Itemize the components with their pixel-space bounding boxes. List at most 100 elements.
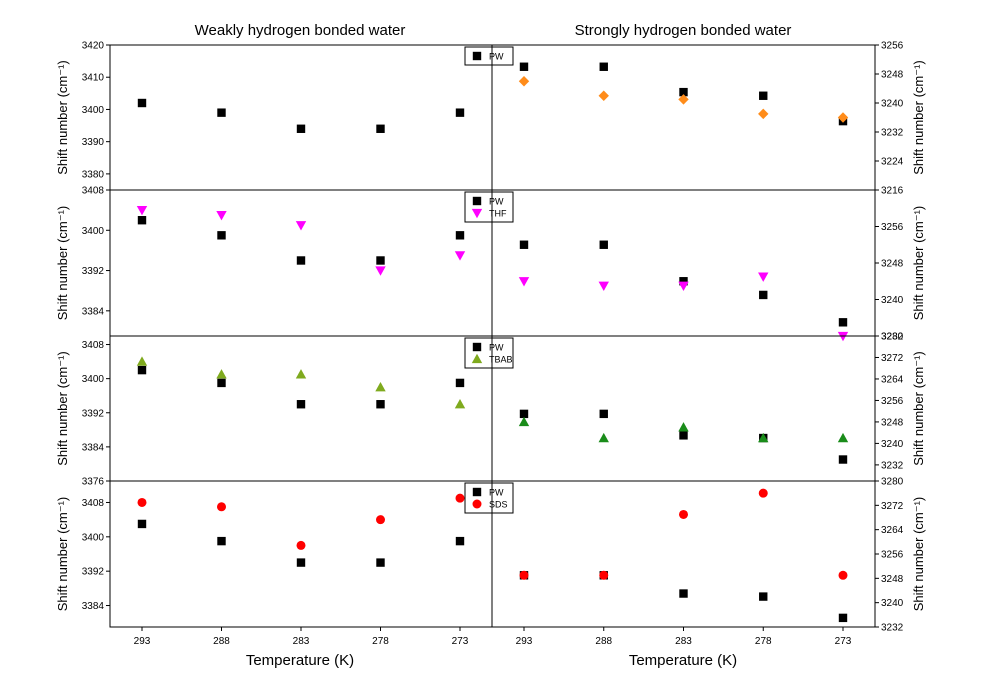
panel-1-right-series0-point	[599, 62, 608, 71]
panel-4-left-ytick-label: 3392	[82, 567, 105, 578]
panel-4-left-ytick-label: 3384	[82, 601, 105, 612]
panel-3-left-legend-marker	[471, 353, 483, 364]
panel-2-right-series0-point	[519, 240, 529, 249]
panel-2-left-series1-point	[295, 221, 307, 231]
panel-1-left-series0-point	[376, 124, 385, 133]
panel-4-right-xtick-label: 283	[675, 636, 692, 647]
panel-4-right-y-axis-label: Shift number (cm⁻¹)	[911, 497, 926, 612]
panel-4-right-frame	[491, 480, 876, 628]
panel-2-right-series1-point	[518, 277, 530, 287]
panel-1-right-y-axis-label: Shift number (cm⁻¹)	[911, 60, 926, 175]
panel-4-left-series1-point	[137, 497, 147, 507]
panel-3-left-series1-point	[136, 356, 148, 366]
panel-2-left-ytick-label: 3408	[82, 186, 105, 197]
panel-3-left-ytick-label: 3408	[82, 340, 105, 351]
panel-2-right-series1-point	[598, 281, 609, 292]
panel-4-right-series1-point	[758, 488, 768, 498]
panel-3-right-series0-point	[838, 455, 848, 464]
panel-1-left-y-axis-label: Shift number (cm⁻¹)	[55, 60, 70, 175]
panel-2-left-ytick-label: 3384	[82, 306, 105, 317]
panel-4-left-series1-point	[217, 502, 226, 512]
panel-3-left-y-axis-label: Shift number (cm⁻¹)	[55, 351, 70, 466]
panel-3-right-series1-point	[758, 432, 769, 443]
panel-4-left-xtick-label: 293	[134, 636, 151, 647]
panel-4-right-series1-point	[519, 570, 529, 580]
panel-2-left-series1-point	[216, 211, 227, 221]
panel-2-left-series1-point	[375, 266, 386, 276]
panel-3-right-ytick-label: 3240	[881, 439, 904, 450]
panel-2-left-legend-label: THF	[489, 209, 507, 219]
panel-3-left-legend-marker	[472, 342, 482, 352]
panel-4-left-series0-point	[217, 536, 226, 546]
panel-1-right-series1-point	[518, 76, 530, 87]
panel-3-left-frame	[109, 335, 493, 482]
panel-2-right-series1-point	[758, 272, 769, 282]
panel-1-left-ytick-label: 3420	[82, 41, 105, 52]
panel-4-right-series0-point	[838, 613, 848, 623]
panel-4-left-legend-label: PW	[489, 488, 504, 498]
panel-4-left-xtick-label: 273	[452, 636, 469, 647]
panel-4-right-ytick-label: 3264	[881, 525, 904, 536]
panel-3-left-series0-point	[376, 400, 385, 409]
panel-3-left-series0-point	[296, 400, 306, 409]
panel-1-left-ytick-label: 3400	[82, 105, 105, 116]
panel-1-right-ytick-label: 3216	[881, 186, 904, 197]
panel-4-right-ytick-label: 3256	[881, 550, 904, 561]
panel-1-right-series1-point	[837, 112, 849, 123]
panel-4-left-legend-label: SDS	[489, 500, 508, 510]
panel-4-right-series1-point	[679, 509, 688, 519]
panel-4-left-ytick-label: 3400	[82, 532, 105, 543]
panel-3-right-series0-point	[519, 409, 529, 419]
panel-1-left-ytick-label: 3390	[82, 137, 105, 148]
panel-1-left-legend-box	[464, 46, 514, 66]
panel-4-left-xtick-label: 283	[293, 636, 310, 647]
panel-2-left-series0-point	[455, 231, 465, 240]
panel-3-right-series1-point	[518, 416, 530, 427]
panel-3-left-ytick-label: 3384	[82, 442, 105, 453]
panel-3-left-ytick-label: 3392	[82, 408, 105, 419]
panel-2-left-series1-point	[136, 205, 148, 216]
panel-1-right-series0-point	[519, 62, 529, 71]
panel-2-right-ytick-label: 3232	[881, 332, 904, 343]
panels-group: 3380 3390 3400 3410 3420 Shift number (cm⁻¹) P…	[55, 41, 926, 648]
panel-4-left-legend-marker	[472, 487, 482, 497]
panel-4-right-xtick-label: 288	[595, 636, 612, 647]
panel-4-right-series1-point	[599, 570, 609, 580]
panel-4-left-series1-point	[376, 515, 385, 525]
panel-2-right-series1-point	[837, 331, 849, 342]
panel-3-right-ytick-label: 3256	[881, 396, 904, 407]
panel-4-right-ytick-label: 3248	[881, 574, 904, 585]
x-axis-label-right: Temperature (K)	[629, 652, 737, 669]
panel-1-right-series1-point	[678, 94, 689, 105]
panel-4-right-series1-point	[838, 570, 848, 580]
panel-4-left-xtick-label: 288	[213, 636, 230, 647]
panel-1-right-series0-point	[679, 87, 688, 97]
panel-1-left-frame	[109, 44, 493, 191]
panel-3-right-series0-point	[679, 431, 688, 440]
panel-1-right-frame	[491, 44, 876, 191]
panel-2-left-series1-point	[454, 251, 466, 261]
panel-2-right-y-axis-label: Shift number (cm⁻¹)	[911, 206, 926, 321]
panel-4-right-xtick-label: 278	[755, 636, 772, 647]
x-axis-label-left: Temperature (K)	[246, 652, 354, 669]
panel-4-right-xtick-label: 273	[835, 636, 852, 647]
panel-3-right-series1-point	[598, 432, 609, 443]
panel-2-left-legend-marker	[472, 196, 482, 206]
panel-4-right-ytick-label: 3232	[881, 623, 904, 634]
panel-4-left-legend-marker	[472, 499, 482, 509]
panel-2-right-series0-point	[599, 240, 608, 249]
panel-1-left-legend-label: PW	[489, 52, 504, 62]
panel-4-left-series0-point	[455, 536, 465, 546]
panel-2-left-series0-point	[296, 256, 306, 265]
panel-4-left-ytick-label: 3408	[82, 498, 105, 509]
panel-3-left-series0-point	[217, 378, 226, 388]
panel-2-right-series1-point	[678, 281, 689, 292]
panel-4-right-ytick-label: 3240	[881, 598, 904, 609]
panel-2-right-series0-point	[679, 277, 688, 286]
panel-2-left-legend-marker	[471, 208, 483, 219]
panel-2-left-ytick-label: 3400	[82, 226, 105, 237]
panel-4-left-frame	[109, 480, 493, 628]
panel-3-right-series1-point	[837, 432, 849, 443]
panel-2-right-series0-point	[759, 290, 768, 300]
